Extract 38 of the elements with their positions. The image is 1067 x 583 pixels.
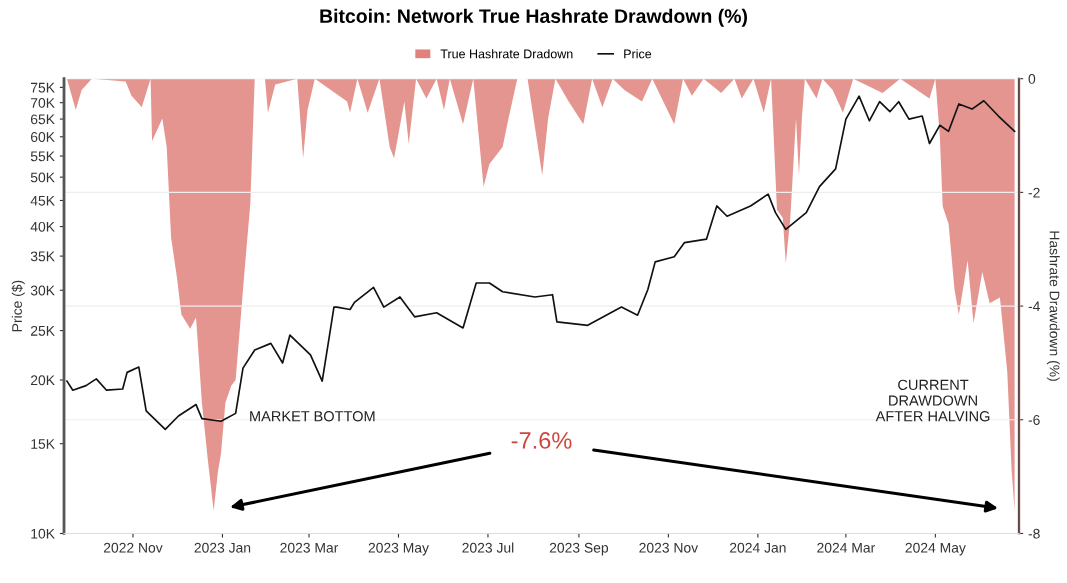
y-tick-label: 45K [30,195,55,206]
x-tick-label: 2023 May [368,542,429,556]
y2-tick-label: 0 [1028,74,1036,84]
y2-tick-label: -6 [1028,415,1040,425]
x-tick-label: 2022 Nov [103,542,163,553]
y-tick-label: 65K [30,114,55,125]
chart-title: Bitcoin: Network True Hashrate Drawdown (%) [320,8,747,27]
y-tick-label: 20K [30,375,55,386]
y2-axis-title: Hashrate Drawdown (%) [1046,231,1060,381]
annotation: CURRENT DRAWDOWN AFTER HALVING [875,379,990,422]
y-tick-label: 30K [30,285,55,296]
y-tick-label: 40K [30,221,55,232]
legend-label: Price [624,49,652,59]
y-tick-label: 60K [30,132,55,142]
y2-tick-label: -8 [1028,528,1040,539]
x-tick-label: 2023 Mar [280,542,339,553]
x-tick-label: 2023 Sep [549,542,609,556]
annotation: MARKET BOTTOM [250,411,375,422]
line-series [66,95,1016,431]
annotation: -7.6% [511,432,572,449]
y-tick-label: 15K [31,439,55,449]
x-tick-label: 2023 Jul [462,542,514,553]
y-tick-label: 35K [30,251,55,262]
x-tick-label: 2023 Nov [639,542,699,553]
y2-tick-label: -4 [1028,301,1040,312]
y-tick-label: 55K [30,151,55,162]
y2-tick-label: -2 [1028,187,1040,198]
x-tick-label: 2024 Jan [730,542,786,553]
x-tick-label: 2024 May [905,542,966,556]
y-tick-label: 10K [31,528,55,539]
legend-label: True Hashrate Dradown [440,49,573,59]
y-tick-label: 25K [30,325,55,336]
y-tick-label: 50K [30,172,55,183]
y-axis-title: Price ($) [11,280,25,332]
y-tick-label: 70K [30,98,55,108]
x-tick-label: 2024 Mar [817,542,875,553]
x-tick-label: 2023 Jan [194,542,251,553]
y-tick-label: 75K [30,82,55,93]
